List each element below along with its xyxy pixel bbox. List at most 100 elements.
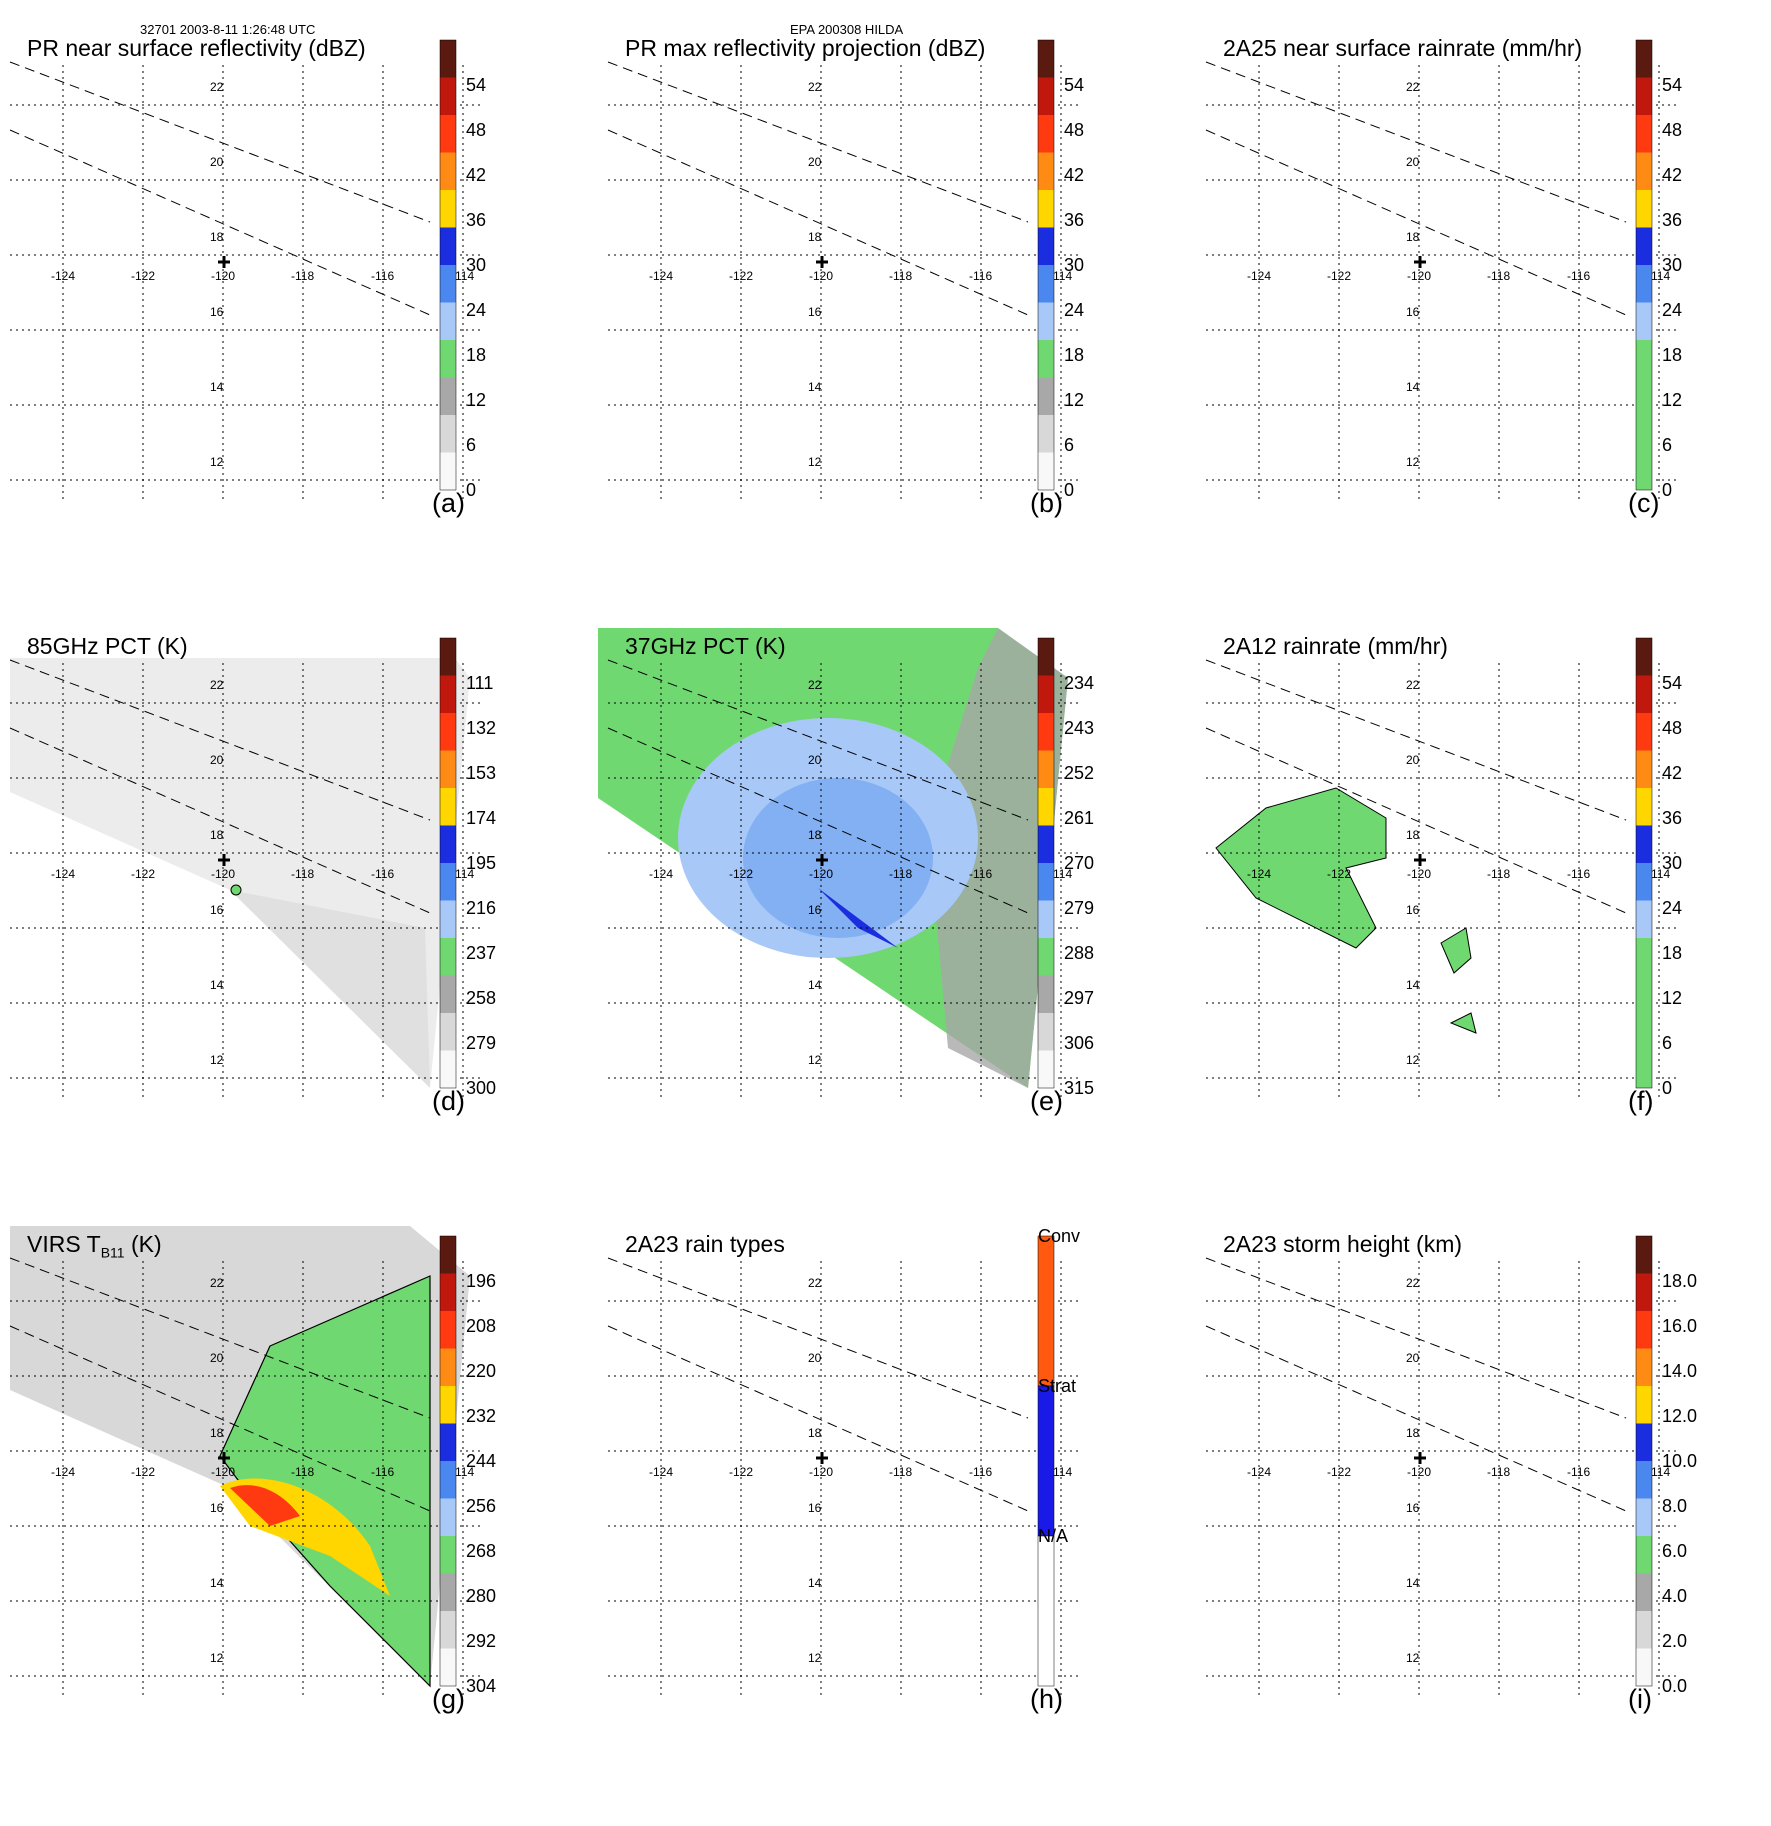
storm-center-marker (1414, 256, 1426, 268)
colorbar-segment (1038, 863, 1054, 901)
colorbar-label: 54 (1662, 673, 1682, 693)
latitude-label: 18 (210, 230, 224, 244)
rain-cell (1449, 1012, 1477, 1034)
longitude-label: -124 (649, 269, 673, 283)
colorbar-label: N/A (1038, 1526, 1068, 1546)
longitude-label: -124 (649, 867, 673, 881)
latitude-label: 12 (1406, 455, 1420, 469)
latitude-label: 16 (210, 305, 224, 319)
colorbar-segment (1038, 975, 1054, 1013)
colorbar-label: 6 (1662, 435, 1672, 455)
colorbar-segment (1636, 638, 1652, 676)
latitude-label: 16 (808, 1501, 822, 1515)
colorbar-label: 30 (1662, 255, 1682, 275)
colorbar-label: 24 (1064, 300, 1084, 320)
latitude-label: 20 (210, 155, 224, 169)
colorbar-segment (1636, 1273, 1652, 1311)
colorbar-label: 48 (1064, 120, 1084, 140)
colorbar-label: 244 (466, 1451, 496, 1471)
field-layer (1215, 787, 1477, 1034)
colorbar-segment (1636, 863, 1652, 901)
colorbar-label: 54 (466, 75, 486, 95)
panel-h-label: (h) (1030, 1684, 1063, 1714)
swath-edge-line (1205, 1325, 1627, 1512)
colorbar-segment (1038, 452, 1054, 490)
colorbar-label: 0 (1662, 1078, 1672, 1098)
colorbar-segment (440, 302, 456, 340)
panel-c-label: (c) (1628, 488, 1660, 518)
colorbar-segment (1636, 40, 1652, 78)
colorbar-segment (440, 40, 456, 78)
colorbar-segment (1636, 377, 1652, 415)
colorbar-label: 42 (1662, 165, 1682, 185)
latitude-label: 22 (210, 1276, 224, 1290)
colorbar-segment (440, 377, 456, 415)
colorbar-label: 8.0 (1662, 1496, 1687, 1516)
panel-g-title-main: VIRS T (27, 1231, 101, 1257)
latitude-label: 14 (1406, 978, 1420, 992)
longitude-label: -120 (809, 1465, 833, 1479)
latitude-label: 12 (210, 1053, 224, 1067)
colorbar-label: 237 (466, 943, 496, 963)
colorbar-label: 258 (466, 988, 496, 1008)
colorbar-label: 14.0 (1662, 1361, 1697, 1381)
latitude-label: 18 (210, 1426, 224, 1440)
latitude-label: 16 (808, 305, 822, 319)
colorbar-segment (1636, 1611, 1652, 1649)
colorbar-segment (1636, 675, 1652, 713)
swath-edge-line (1205, 659, 1627, 821)
colorbar-label: 268 (466, 1541, 496, 1561)
longitude-label: -118 (291, 1465, 314, 1479)
colorbar-label: 0 (466, 480, 476, 500)
colorbar-segment (440, 1273, 456, 1311)
latitude-label: 12 (1406, 1053, 1420, 1067)
colorbar-frame (1635, 637, 1653, 1089)
longitude-label: -120 (211, 1465, 235, 1479)
colorbar-label: 54 (1662, 75, 1682, 95)
colorbar-label: 306 (1064, 1033, 1094, 1053)
longitude-label: -116 (371, 867, 394, 881)
storm-center-marker (816, 1452, 828, 1464)
colorbar-label: 12 (466, 390, 486, 410)
latitude-label: 22 (808, 1276, 822, 1290)
panel-d: -124 -122 -120 -118 -116 -114 22 20 18 16 14 12 111 1… (0, 628, 590, 1228)
colorbar-segment (1636, 713, 1652, 751)
longitude-label: -116 (1567, 269, 1590, 283)
colorbar-label: 24 (466, 300, 486, 320)
rain-cell (1440, 927, 1472, 974)
colorbar-label: 288 (1064, 943, 1094, 963)
longitude-label: -122 (1327, 867, 1351, 881)
colorbar-segment (440, 77, 456, 115)
colorbar-label: 279 (1064, 898, 1094, 918)
colorbar-label: 12.0 (1662, 1406, 1697, 1426)
colorbar-label: 280 (466, 1586, 496, 1606)
longitude-label: -114 (1049, 867, 1072, 881)
colorbar-segment (1038, 713, 1054, 751)
longitude-label: -116 (969, 1465, 992, 1479)
colorbar-segment (440, 1236, 456, 1274)
colorbar-label: Strat (1038, 1376, 1076, 1396)
latitude-label: 16 (1406, 903, 1420, 917)
panel-e: -124 -122 -120 -118 -116 -114 22 20 18 16 14 12 234 2… (598, 628, 1188, 1228)
longitude-label: -116 (1567, 1465, 1590, 1479)
panel-h: -124 -122 -120 -118 -116 -114 22 20 18 16 14 12 Conv… (598, 1226, 1188, 1826)
colorbar-segment (1038, 415, 1054, 453)
colorbar-segment (1636, 227, 1652, 265)
panel-d-label: (d) (432, 1086, 465, 1116)
colorbar-label: 12 (1662, 988, 1682, 1008)
colorbar-segment (1038, 190, 1054, 228)
panel-g-title-tail: (K) (124, 1231, 162, 1257)
colorbar-frame (439, 1235, 457, 1687)
colorbar-label: 30 (1064, 255, 1084, 275)
field-layer (10, 1226, 470, 1688)
colorbar-label: 48 (466, 120, 486, 140)
colorbar-label: 12 (1064, 390, 1084, 410)
longitude-label: -120 (809, 867, 833, 881)
longitude-label: -122 (131, 1465, 155, 1479)
swath-edge-line (607, 61, 1029, 223)
colorbar: 111 132 153 174 195 216 237 258 279 300 (439, 637, 496, 1098)
latitude-label: 18 (808, 230, 822, 244)
panel-g-plot: -124 -122 -120 -118 -116 -114 22 20 18 16 14 12 196 2… (9, 1226, 496, 1696)
swath-edge-line (1205, 727, 1627, 914)
longitude-label: -124 (1247, 1465, 1271, 1479)
